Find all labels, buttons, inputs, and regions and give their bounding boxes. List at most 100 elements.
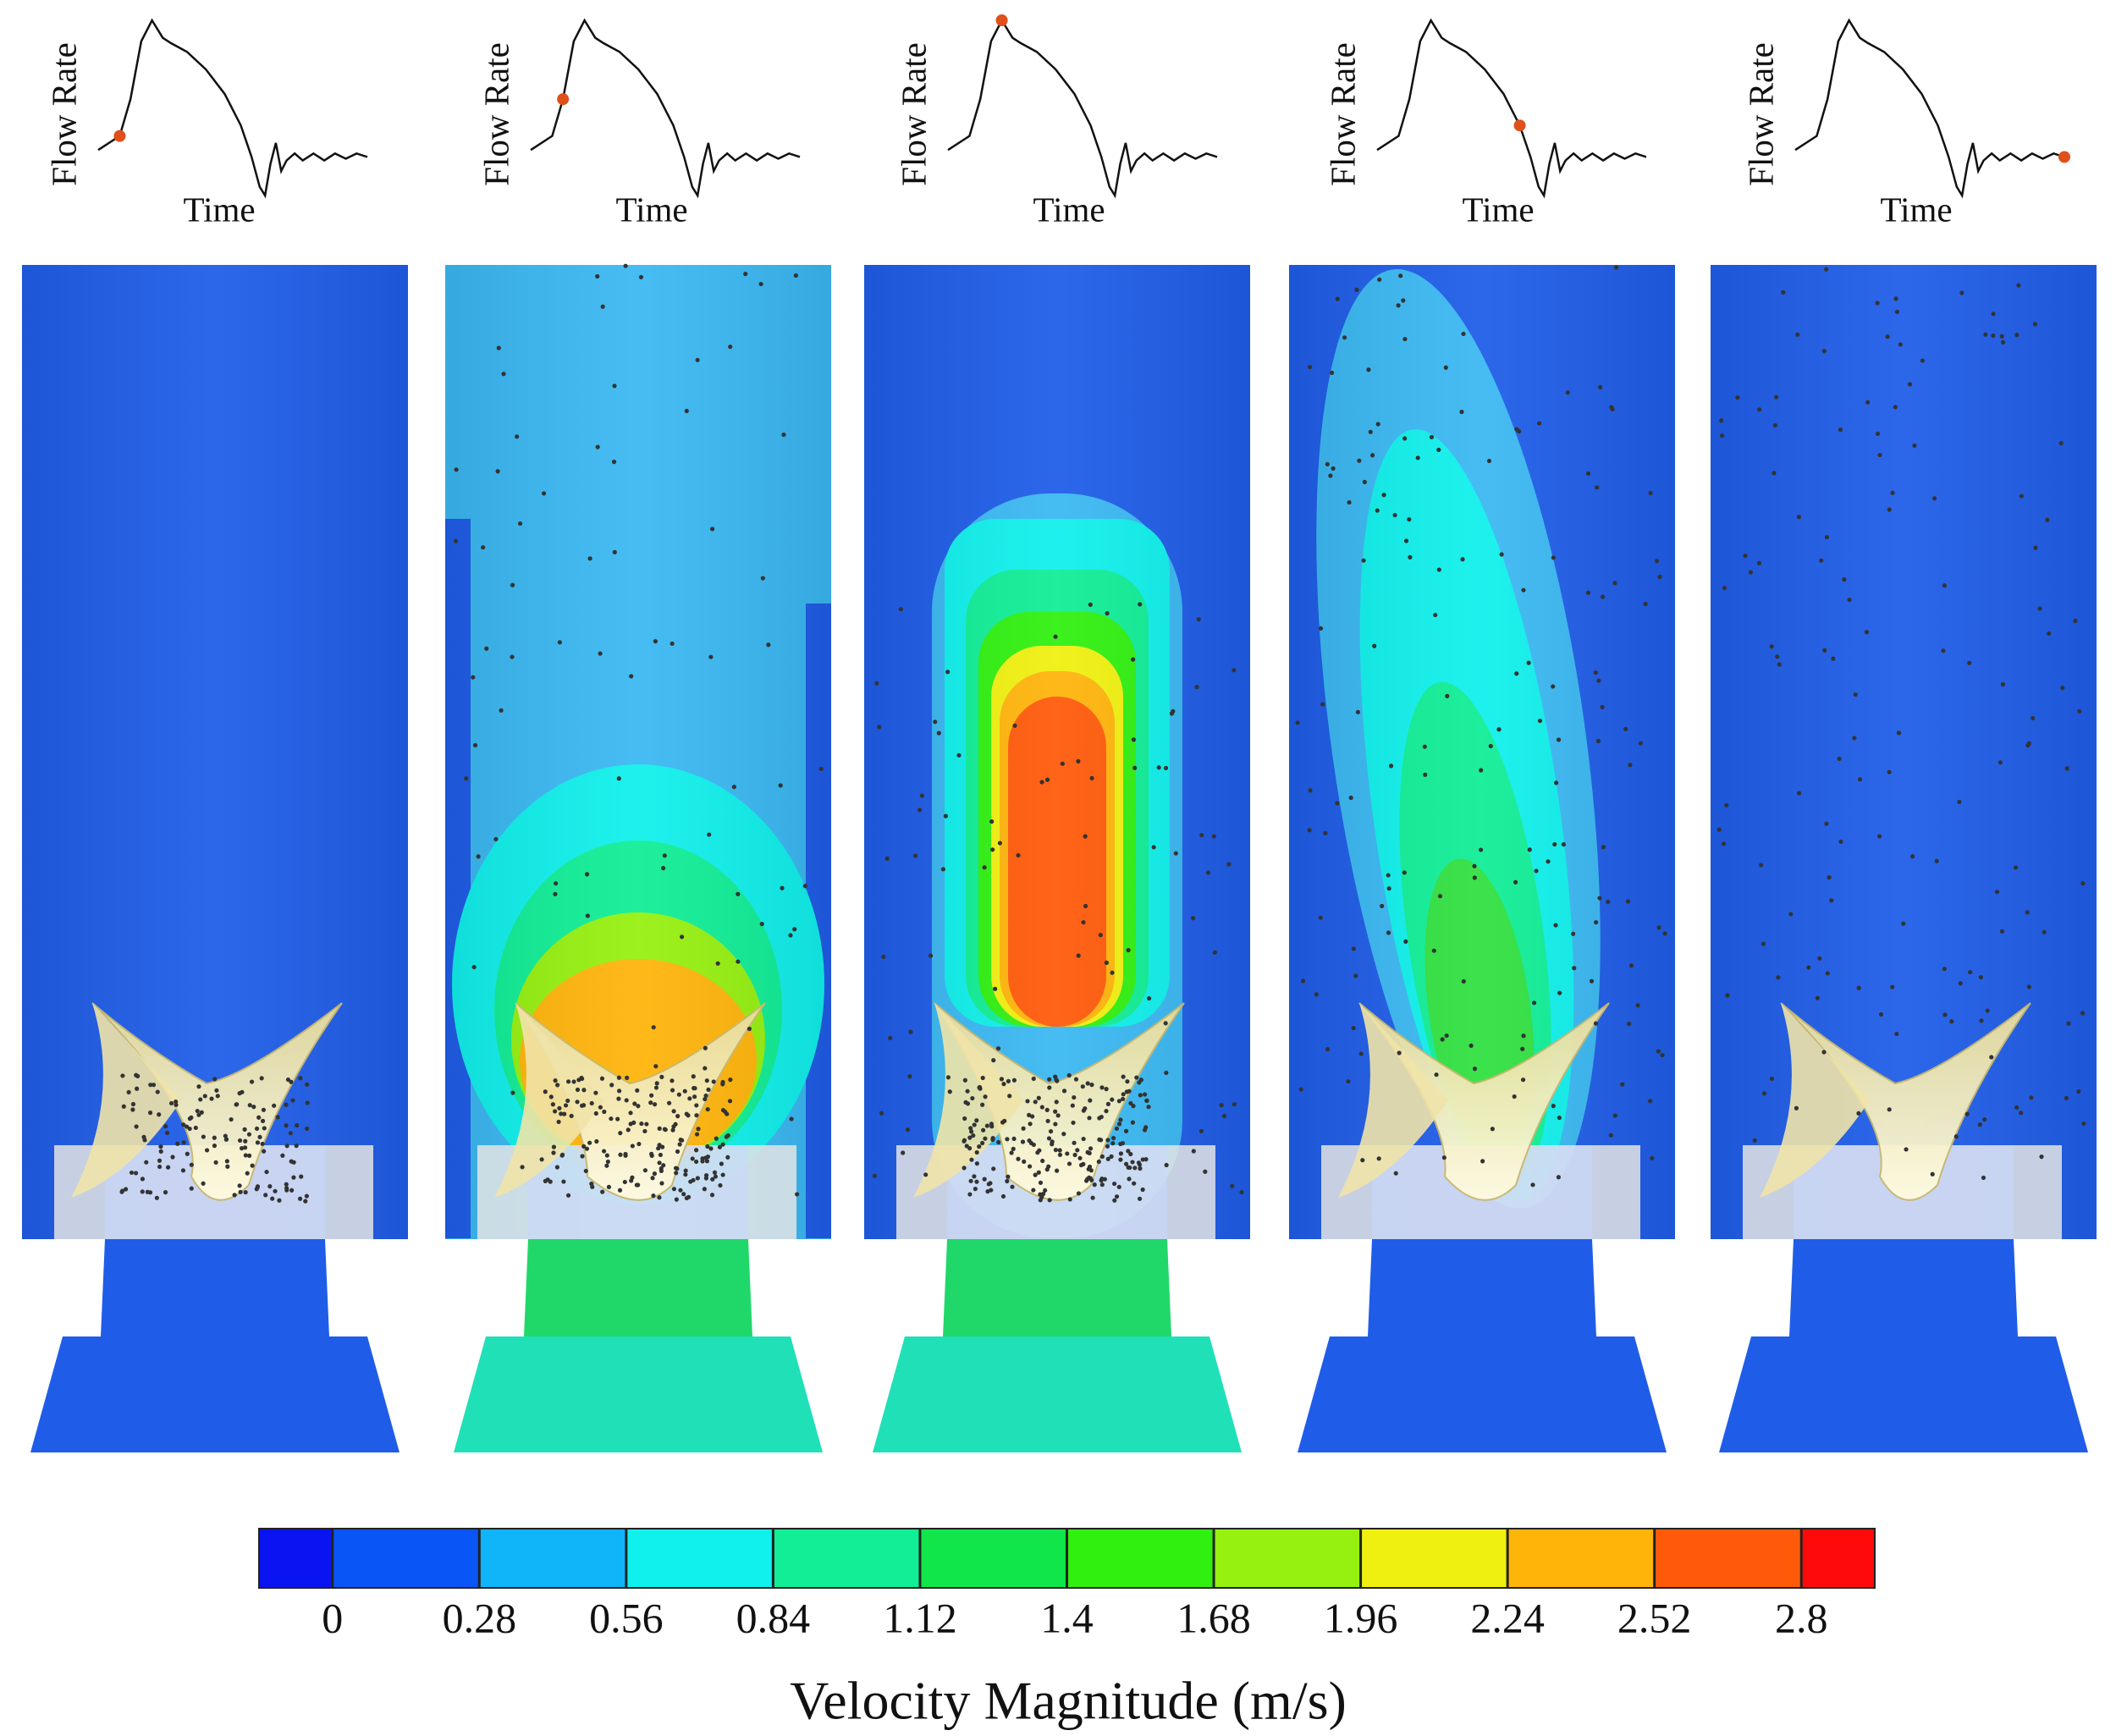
particle: [561, 1179, 566, 1184]
colorbar-tick-label: 2.8: [1775, 1594, 1828, 1641]
particle: [224, 1159, 229, 1164]
particle: [1028, 1122, 1033, 1127]
particle: [1065, 1151, 1070, 1156]
particle: [609, 1116, 614, 1122]
particle: [1020, 1139, 1026, 1144]
particle: [736, 959, 741, 964]
particle: [1239, 1189, 1244, 1195]
particle: [189, 1162, 194, 1167]
particle: [1775, 654, 1780, 659]
particle: [662, 853, 667, 858]
particle: [674, 1197, 679, 1202]
particle: [1098, 933, 1103, 938]
particle: [1472, 863, 1477, 868]
particle: [1827, 875, 1832, 880]
particle: [611, 460, 617, 465]
particle: [670, 641, 675, 647]
particle: [1959, 290, 1964, 295]
particle: [1012, 723, 1017, 728]
particle: [251, 1105, 256, 1110]
particle: [1072, 1152, 1077, 1158]
particle: [140, 1189, 145, 1194]
particle: [1127, 1088, 1132, 1094]
colorbar-segment: [1800, 1528, 1876, 1589]
particle: [1377, 277, 1382, 282]
particle: [601, 1149, 607, 1154]
particle: [1110, 1136, 1116, 1141]
particle: [1005, 1137, 1010, 1142]
particle: [1601, 845, 1606, 850]
particle: [2077, 708, 2082, 714]
outlet-neck: [524, 1239, 752, 1336]
particle: [1105, 1156, 1110, 1161]
particle: [120, 1073, 125, 1078]
particle: [618, 1152, 623, 1157]
particle: [1431, 948, 1436, 953]
particle: [704, 1078, 709, 1083]
particle: [1401, 298, 1406, 303]
particle: [213, 1160, 218, 1165]
particle: [653, 1064, 658, 1069]
particle: [198, 1097, 203, 1102]
particle: [673, 1122, 678, 1127]
particle: [243, 1153, 248, 1158]
contour-panel: [1711, 265, 2097, 1452]
particle: [298, 1076, 303, 1081]
particle: [1796, 515, 1802, 520]
y-axis-label: Flow Rate: [894, 42, 933, 186]
particle: [471, 675, 476, 680]
particle: [1211, 834, 1216, 839]
particle: [1857, 777, 1863, 782]
particle: [990, 847, 995, 852]
particle: [982, 865, 987, 870]
particle: [2066, 1021, 2071, 1026]
particle: [493, 836, 499, 842]
particle: [1077, 1155, 1083, 1160]
particle: [1556, 737, 1562, 742]
particle: [653, 1085, 659, 1090]
particle: [1985, 1008, 1990, 1013]
particle: [1898, 342, 1903, 347]
particle: [1979, 1018, 1984, 1023]
colorbar-segment: [918, 1528, 1068, 1589]
particle: [624, 1098, 629, 1103]
particle: [1991, 311, 1996, 317]
tube-shade: [22, 265, 408, 1239]
particle: [584, 1146, 590, 1151]
particle: [1398, 273, 1403, 278]
particle: [1796, 791, 1802, 796]
particle: [725, 1111, 730, 1116]
particle: [243, 1138, 248, 1144]
particle: [1128, 1151, 1133, 1157]
particle: [1554, 780, 1559, 785]
particle: [2039, 1155, 2044, 1160]
particle: [1623, 726, 1628, 731]
particle: [677, 1142, 682, 1147]
particle: [706, 1087, 711, 1092]
particle: [1725, 993, 1730, 998]
particle: [157, 1158, 163, 1163]
particle: [616, 1096, 621, 1101]
particle: [1407, 517, 1412, 522]
particle: [1054, 1099, 1059, 1105]
particle: [1104, 960, 1109, 965]
colorbar-tick-label: 0.84: [736, 1594, 811, 1641]
particle: [565, 1193, 571, 1198]
particle: [1388, 763, 1394, 769]
particle: [1890, 490, 1895, 495]
particle: [1597, 384, 1603, 390]
particle: [688, 1179, 693, 1184]
particle: [1016, 852, 1021, 858]
particle: [1061, 1088, 1067, 1094]
particle: [240, 1089, 245, 1094]
particle: [1856, 985, 1861, 990]
particle: [973, 1187, 978, 1192]
particle: [731, 785, 736, 790]
particle: [695, 1176, 700, 1181]
particle: [130, 1107, 135, 1112]
particle: [1776, 975, 1781, 980]
particle: [1028, 1164, 1033, 1169]
particle: [1998, 760, 2003, 765]
particle: [289, 1079, 294, 1084]
